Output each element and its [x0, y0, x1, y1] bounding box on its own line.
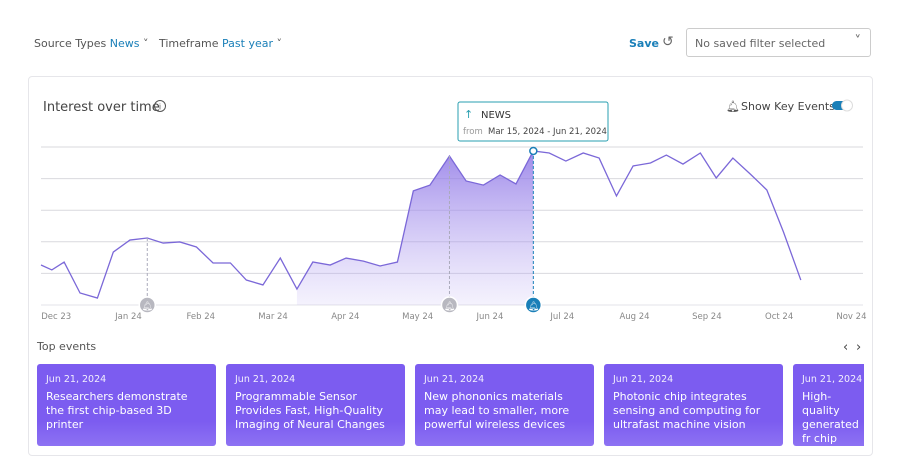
- event-cards: Jun 21, 2024 Researchers demonstrate the …: [37, 364, 864, 448]
- x-tick-label: Oct 24: [765, 312, 793, 322]
- saved-filter-select[interactable]: No saved filter selected ˅: [686, 28, 871, 57]
- x-tick-label: Jan 24: [114, 312, 142, 322]
- x-tick-label: Dec 23: [41, 312, 71, 322]
- event-date: Jun 21, 2024: [235, 374, 296, 385]
- event-text: New phononics materials may lead to smal…: [424, 390, 570, 431]
- x-tick-label: May 24: [402, 312, 433, 322]
- x-tick-label: Sep 24: [692, 312, 722, 322]
- event-marker[interactable]: [138, 296, 157, 314]
- event-card[interactable]: Jun 21, 2024 Researchers demonstrate the …: [37, 364, 216, 446]
- value: Past year: [222, 37, 274, 50]
- series-line: [40, 150, 802, 299]
- x-tick-label: Jul 24: [549, 312, 574, 322]
- toggle-label: Show Key Events: [741, 100, 835, 113]
- prev-arrow[interactable]: ‹: [843, 340, 848, 355]
- event-card[interactable]: Jun 21, 2024 High-quality generated fr ch…: [793, 364, 864, 446]
- event-card[interactable]: Jun 21, 2024 Programmable Sensor Provides…: [226, 364, 405, 446]
- panel-title: Interest over time: [43, 100, 160, 115]
- event-bell: 🔔︎: [142, 301, 153, 312]
- event-date: Jun 21, 2024: [802, 374, 863, 385]
- undo-icon[interactable]: ↺: [662, 34, 674, 50]
- value: News: [109, 37, 140, 50]
- tooltip-from: from: [463, 127, 483, 137]
- event-bell: 🔔︎: [528, 301, 539, 312]
- toggle-knob: [841, 99, 853, 112]
- event-text: High-quality generated fr chip: [802, 390, 859, 445]
- label: Timeframe: [159, 37, 219, 50]
- event-date: Jun 21, 2024: [613, 374, 674, 385]
- x-tick-label: Mar 24: [258, 312, 288, 322]
- bell-icon: 🔔︎: [726, 100, 740, 113]
- events-title: Top events: [36, 340, 96, 353]
- event-text: Researchers demonstrate the first chip-b…: [46, 390, 188, 431]
- source-filter[interactable]: Source Types News ˅: [34, 37, 149, 50]
- tooltip-range: Mar 15, 2024 - Jun 21, 2024: [488, 127, 607, 137]
- select-text: No saved filter selected: [695, 37, 826, 50]
- event-date: Jun 21, 2024: [46, 374, 107, 385]
- event-marker[interactable]: [524, 296, 543, 314]
- selected-point: [529, 146, 538, 156]
- event-text: Programmable Sensor Provides Fast, High-…: [235, 390, 385, 431]
- save-button[interactable]: Save: [629, 37, 659, 50]
- next-arrow[interactable]: ›: [856, 340, 861, 355]
- x-tick-label: Nov 24: [836, 312, 866, 322]
- x-tick-label: Apr 24: [331, 312, 359, 322]
- timeframe-filter[interactable]: Timeframe Past year ˅: [159, 37, 283, 50]
- event-bell: 🔔︎: [444, 301, 455, 312]
- event-marker[interactable]: [440, 296, 459, 314]
- event-card[interactable]: Jun 21, 2024 New phononics materials may …: [415, 364, 594, 446]
- info-i: i: [159, 103, 161, 112]
- label: Source Types: [34, 37, 107, 50]
- x-tick-label: Feb 24: [186, 312, 215, 322]
- x-tick-label: Aug 24: [619, 312, 649, 322]
- chart-panel: [28, 76, 873, 456]
- info-icon[interactable]: [154, 100, 166, 112]
- tooltip: [457, 101, 609, 142]
- event-date: Jun 21, 2024: [424, 374, 485, 385]
- selected-area: [296, 150, 534, 305]
- event-text: Photonic chip integrates sensing and com…: [613, 390, 761, 431]
- x-tick-label: Jun 24: [476, 312, 504, 322]
- event-card[interactable]: Jun 21, 2024 Photonic chip integrates sen…: [604, 364, 783, 446]
- tooltip-title: NEWS: [481, 110, 511, 121]
- tooltip-arrow: ↑: [464, 108, 473, 121]
